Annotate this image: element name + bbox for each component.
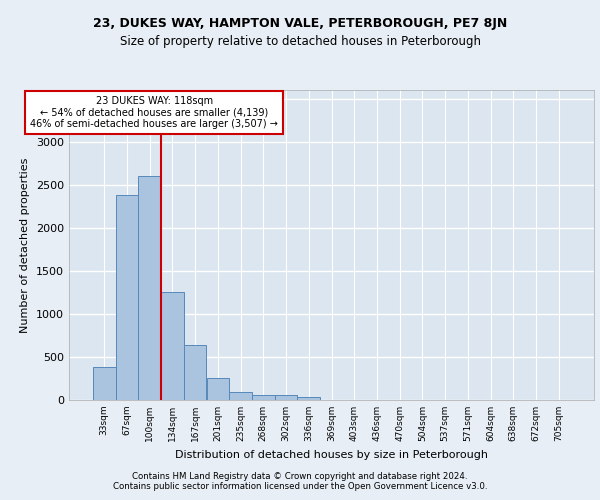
Bar xyxy=(229,392,252,400)
X-axis label: Distribution of detached houses by size in Peterborough: Distribution of detached houses by size … xyxy=(175,450,488,460)
Bar xyxy=(252,395,275,400)
Bar xyxy=(93,368,116,400)
Text: Contains public sector information licensed under the Open Government Licence v3: Contains public sector information licen… xyxy=(113,482,487,491)
Text: Size of property relative to detached houses in Peterborough: Size of property relative to detached ho… xyxy=(119,35,481,48)
Bar xyxy=(298,396,320,400)
Text: 23 DUKES WAY: 118sqm
← 54% of detached houses are smaller (4,139)
46% of semi-de: 23 DUKES WAY: 118sqm ← 54% of detached h… xyxy=(30,96,278,129)
Bar xyxy=(116,195,139,400)
Bar xyxy=(139,176,161,400)
Bar xyxy=(275,396,298,400)
Bar xyxy=(161,292,184,400)
Bar xyxy=(206,378,229,400)
Bar xyxy=(184,345,206,400)
Text: 23, DUKES WAY, HAMPTON VALE, PETERBOROUGH, PE7 8JN: 23, DUKES WAY, HAMPTON VALE, PETERBOROUG… xyxy=(93,18,507,30)
Y-axis label: Number of detached properties: Number of detached properties xyxy=(20,158,31,332)
Text: Contains HM Land Registry data © Crown copyright and database right 2024.: Contains HM Land Registry data © Crown c… xyxy=(132,472,468,481)
